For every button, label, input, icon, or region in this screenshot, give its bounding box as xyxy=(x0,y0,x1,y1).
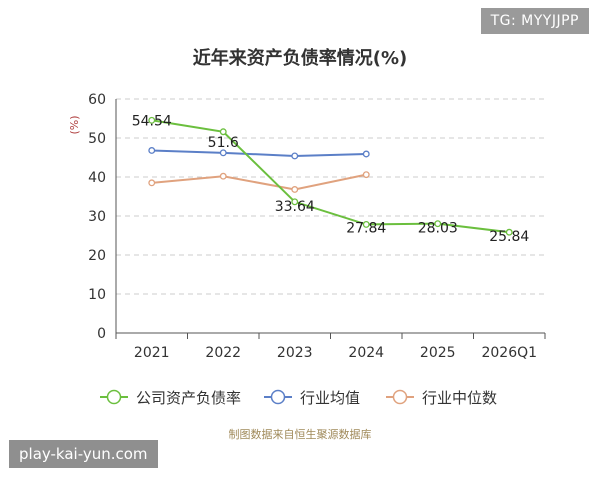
data-point xyxy=(148,147,156,154)
site-watermark: play-kai-yun.com xyxy=(9,440,158,468)
data-point xyxy=(362,171,370,179)
x-tick-label: 2025 xyxy=(420,345,456,361)
data-source-note: 制图数据来自恒生聚源数据库 xyxy=(228,428,372,441)
y-tick-label: 30 xyxy=(88,209,106,225)
data-point xyxy=(505,228,513,236)
legend-swatch-marker xyxy=(270,389,286,405)
y-tick-label: 50 xyxy=(88,131,106,147)
data-label: 25.84 xyxy=(489,229,529,245)
y-tick-label: 40 xyxy=(88,170,106,186)
data-point xyxy=(148,116,156,124)
data-point xyxy=(291,186,299,193)
tg-tag: TG: MYYJJPP xyxy=(480,8,589,34)
y-tick-label: 20 xyxy=(88,248,106,264)
y-tick-label: 60 xyxy=(88,92,106,108)
legend-label: 行业均值 xyxy=(300,389,360,407)
data-point xyxy=(362,220,370,228)
data-point xyxy=(219,172,227,180)
data-label: 54.54 xyxy=(132,113,172,129)
legend-label: 公司资产负债率 xyxy=(136,389,241,407)
data-point xyxy=(362,150,370,158)
x-tick-label: 2024 xyxy=(348,345,384,361)
y-tick-label: 0 xyxy=(97,326,106,342)
y-axis-unit: (%) xyxy=(68,115,81,134)
legend-swatch-marker xyxy=(392,389,408,405)
data-point xyxy=(291,152,299,160)
series-line xyxy=(151,149,367,157)
data-point xyxy=(291,198,299,206)
data-label: 28.03 xyxy=(418,221,458,237)
series-line xyxy=(151,173,367,191)
data-label: 27.84 xyxy=(346,220,386,236)
y-tick-label: 10 xyxy=(88,287,106,303)
series-line xyxy=(151,119,510,234)
data-label: 51.6 xyxy=(208,135,239,151)
data-label: 33.64 xyxy=(275,199,315,215)
data-point xyxy=(219,149,227,157)
x-tick-label: 2021 xyxy=(134,345,170,361)
x-tick-label: 2023 xyxy=(277,345,313,361)
x-tick-label: 2022 xyxy=(205,345,241,361)
legend-swatch-marker xyxy=(106,389,122,405)
data-point xyxy=(434,220,442,228)
x-tick-label: 2026Q1 xyxy=(481,345,537,361)
legend-label: 行业中位数 xyxy=(422,389,497,407)
data-point xyxy=(148,179,156,187)
chart-title: 近年来资产负债率情况(%) xyxy=(192,48,408,69)
data-point xyxy=(219,128,227,136)
